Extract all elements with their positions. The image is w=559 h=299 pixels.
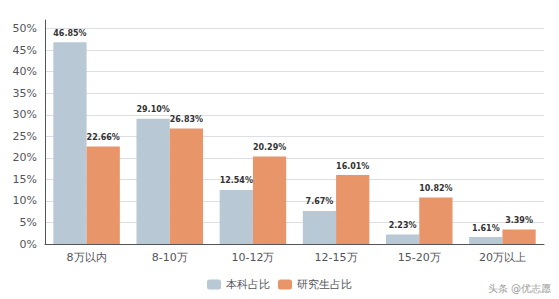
- svg-text:3.39%: 3.39%: [505, 216, 533, 225]
- svg-text:30%: 30%: [13, 108, 37, 121]
- svg-text:26.83%: 26.83%: [170, 115, 203, 124]
- svg-text:1.61%: 1.61%: [472, 224, 500, 233]
- svg-text:0%: 0%: [20, 238, 37, 251]
- svg-text:40%: 40%: [13, 65, 37, 78]
- svg-text:22.66%: 22.66%: [87, 133, 120, 142]
- svg-text:29.10%: 29.10%: [136, 105, 169, 114]
- svg-text:头条 @优志愿: 头条 @优志愿: [488, 283, 551, 294]
- svg-text:8万以内: 8万以内: [67, 251, 107, 264]
- svg-text:35%: 35%: [13, 87, 37, 100]
- svg-text:20万以上: 20万以上: [479, 251, 526, 264]
- svg-text:10%: 10%: [13, 194, 37, 207]
- svg-text:25%: 25%: [13, 130, 37, 143]
- svg-text:15%: 15%: [13, 173, 37, 186]
- svg-text:50%: 50%: [13, 22, 37, 35]
- svg-text:16.01%: 16.01%: [336, 162, 369, 171]
- svg-text:46.85%: 46.85%: [53, 29, 86, 38]
- svg-text:20%: 20%: [13, 151, 37, 164]
- svg-text:5%: 5%: [20, 216, 37, 229]
- svg-text:10-12万: 10-12万: [231, 251, 274, 264]
- svg-text:20.29%: 20.29%: [253, 143, 286, 152]
- svg-text:8-10万: 8-10万: [152, 251, 188, 264]
- svg-text:2.23%: 2.23%: [389, 221, 417, 230]
- svg-text:研究生占比: 研究生占比: [297, 278, 352, 291]
- svg-text:7.67%: 7.67%: [306, 197, 334, 206]
- svg-text:12.54%: 12.54%: [220, 176, 253, 185]
- svg-text:本科占比: 本科占比: [226, 278, 270, 291]
- svg-text:45%: 45%: [13, 44, 37, 57]
- svg-text:10.82%: 10.82%: [419, 184, 452, 193]
- svg-text:15-20万: 15-20万: [398, 251, 441, 264]
- svg-text:12-15万: 12-15万: [315, 251, 358, 264]
